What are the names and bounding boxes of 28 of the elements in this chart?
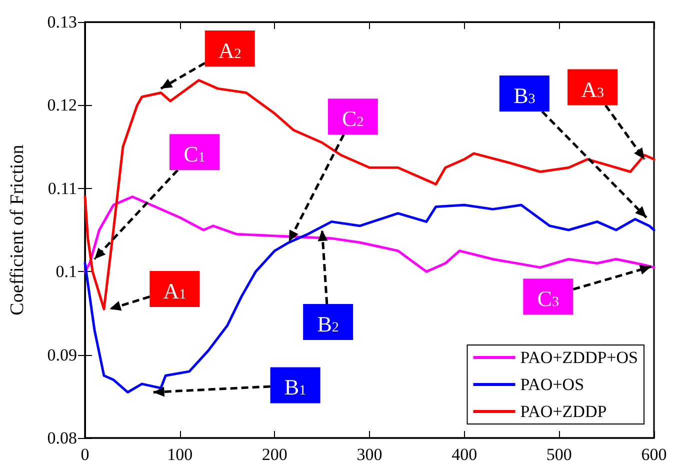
annotation: A1 [163,278,186,304]
y-tick-label: 0.13 [47,12,77,32]
y-tick-label: 0.12 [47,96,77,115]
x-tick-label: 200 [262,445,288,464]
line-series [84,195,656,273]
legend-label: PAO+OS [520,375,584,394]
x-tick-label: 100 [167,445,193,464]
annotation: B3 [514,83,536,108]
legend-label: PAO+ZDDP+OS [520,348,638,367]
x-tick-label: 500 [546,445,572,464]
x-tick-label: 600 [641,445,667,464]
annotation: B1 [284,374,306,400]
x-tick-label: 300 [356,445,382,464]
y-tick-label: 0.11 [48,178,77,198]
annotation: C2 [342,106,364,132]
x-tick-label: 0 [80,445,90,464]
annotation: A2 [218,38,242,64]
y-tick-label: 0.09 [47,345,77,364]
x-tick-label: 400 [452,445,478,464]
annotation: C1 [184,142,206,167]
line-series [84,78,656,310]
annotation: C3 [537,286,559,312]
annotation: A3 [581,76,604,102]
annotation: B2 [317,312,339,336]
y-axis-title: Coefficient of Friction [7,144,28,316]
y-tick-label: 0.08 [47,428,77,448]
y-tick-label: 0.1 [56,262,77,282]
legend-label: PAO+ZDDP [520,402,607,421]
